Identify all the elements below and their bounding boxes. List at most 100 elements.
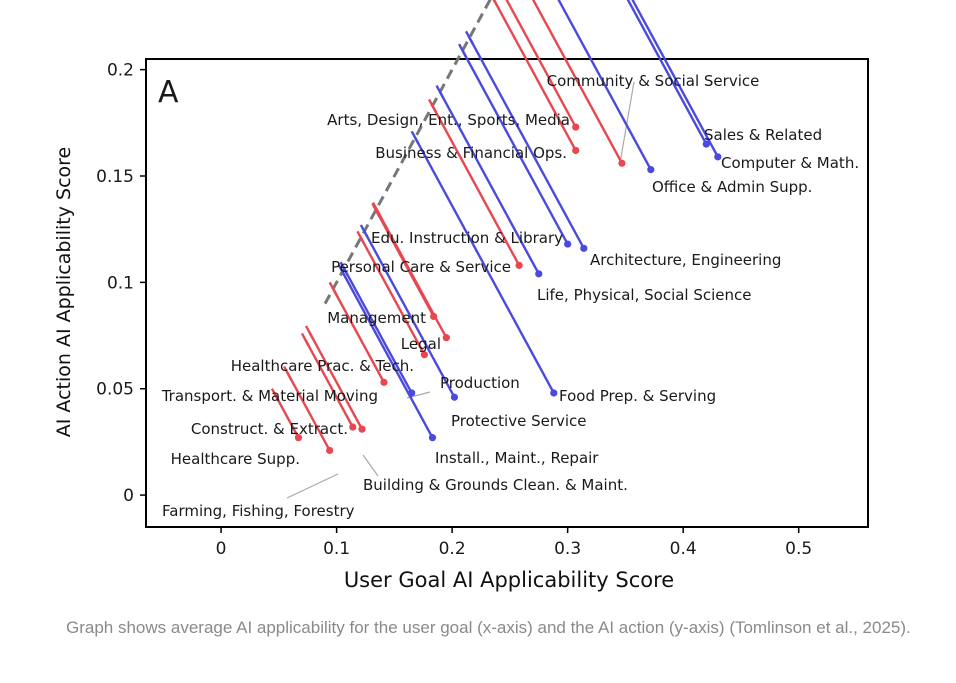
x-tick-label: 0.3: [554, 539, 581, 559]
data-point: [714, 153, 722, 161]
point-label: Protective Service: [451, 412, 587, 430]
data-segment-cap: [464, 30, 474, 45]
point-label: Food Prep. & Serving: [559, 387, 716, 405]
data-point: [450, 393, 459, 401]
data-segment: [461, 49, 569, 245]
data-segment: [343, 267, 413, 394]
data-segment-cap: [282, 365, 293, 380]
data-point: [535, 270, 543, 278]
data-point: [380, 378, 388, 386]
panel-label: A: [158, 75, 179, 110]
data-point: [647, 166, 655, 174]
data-segment-cap: [492, 0, 497, 4]
data-segment: [631, 0, 719, 158]
diagonal-reference-line: [323, 0, 492, 305]
data-segment-cap: [359, 224, 369, 239]
y-tick-label: 0.2: [107, 61, 134, 81]
point-label: Healthcare Supp.: [171, 450, 300, 468]
data-point: [515, 261, 523, 269]
point-label: Farming, Fishing, Forestry: [162, 502, 355, 520]
point-label: Life, Physical, Social Science: [537, 286, 752, 304]
data-segment: [341, 271, 434, 439]
data-segment-cap: [371, 202, 381, 216]
data-segment: [286, 372, 331, 451]
data-segment-cap: [339, 261, 349, 276]
x-tick-label: 0.4: [670, 539, 697, 559]
data-point: [442, 334, 450, 342]
data-segment: [531, 0, 623, 164]
data-point: [358, 425, 366, 433]
point-label: Edu. Instruction & Library: [371, 229, 563, 247]
data-segment-cap: [435, 85, 445, 99]
data-point: [702, 140, 710, 148]
data-segment: [359, 237, 426, 356]
point-label: Construct. & Extract.: [191, 420, 348, 438]
data-segment: [626, 0, 708, 145]
figure-caption: Graph shows average AI applicability for…: [66, 618, 911, 637]
data-segment-cap: [458, 43, 468, 58]
x-axis-label: User Goal AI Applicability Score: [344, 568, 674, 592]
x-tick-label: 0.5: [785, 539, 812, 559]
point-label: Arts, Design, Ent., Sports, Media: [327, 111, 570, 129]
data-segment: [308, 331, 364, 430]
point-label: Install., Maint., Repair: [435, 449, 599, 467]
point-label: Office & Admin Supp.: [652, 178, 812, 196]
data-segment: [505, 0, 577, 128]
point-label: Computer & Math.: [721, 154, 859, 172]
label-leader-line: [286, 473, 339, 499]
label-leader-line: [619, 81, 635, 164]
data-segment-cap: [356, 230, 366, 245]
data-segment: [557, 0, 652, 171]
point-label: Production: [440, 374, 520, 392]
point-label: Management: [327, 309, 426, 327]
data-point: [420, 351, 429, 359]
data-point: [349, 423, 357, 431]
data-point: [550, 389, 558, 397]
data-segment-cap: [410, 130, 420, 145]
chart-figure: User Goal AI Applicability Score AI Acti…: [53, 0, 869, 592]
point-label: Business & Financial Ops.: [375, 144, 567, 162]
data-point: [428, 434, 437, 442]
point-label: Transport. & Material Moving: [161, 387, 378, 405]
plot-area: 0 0.1 0.2 0.3 0.4 0.5 0 0.05 0.1 0.15 0.2 A Communit…: [96, 0, 869, 559]
data-segment-cap: [304, 325, 314, 340]
data-segment-cap: [300, 332, 310, 347]
data-segment: [332, 288, 386, 383]
data-segment: [414, 137, 555, 394]
label-leader-line: [362, 454, 379, 477]
data-segment: [375, 208, 448, 339]
point-label: Sales & Related: [704, 126, 822, 144]
data-segment: [468, 37, 585, 249]
data-point: [580, 244, 588, 252]
data-segment-cap: [328, 281, 338, 296]
data-point: [564, 240, 572, 248]
point-label: Architecture, Engineering: [590, 251, 781, 269]
data-segment: [363, 230, 456, 398]
point-label: Community & Social Service: [547, 72, 760, 90]
data-segment-cap: [427, 98, 438, 113]
x-tick-label: 0.1: [323, 539, 350, 559]
point-label: Building & Grounds Clean. & Maint.: [363, 476, 628, 494]
data-point: [572, 146, 580, 155]
data-point: [572, 123, 580, 131]
plot-frame: [145, 58, 869, 528]
data-point: [326, 446, 334, 455]
y-axis-label: AI Action AI Applicability Score: [53, 147, 75, 437]
data-segment-cap: [337, 264, 347, 279]
y-tick-label: 0: [123, 486, 134, 506]
data-point: [294, 434, 303, 442]
data-segment: [274, 394, 300, 439]
point-label: Legal: [401, 335, 441, 353]
data-point: [618, 159, 626, 167]
y-tick-label: 0.1: [107, 273, 134, 293]
point-label: Healthcare Prac. & Tech.: [231, 357, 414, 375]
data-segment: [304, 339, 354, 428]
data-segment: [438, 91, 540, 275]
y-tick-label: 0.05: [96, 380, 134, 400]
point-label: Personal Care & Service: [331, 258, 511, 276]
data-segment: [431, 105, 521, 266]
y-tick-label: 0.15: [96, 167, 134, 187]
x-tick-label: 0.2: [439, 539, 466, 559]
data-segment: [492, 0, 577, 152]
data-segment-cap: [270, 388, 280, 403]
